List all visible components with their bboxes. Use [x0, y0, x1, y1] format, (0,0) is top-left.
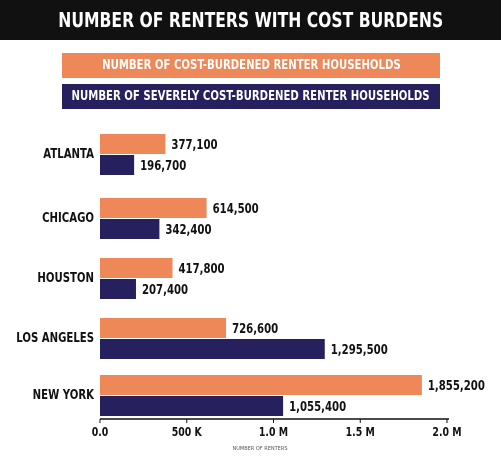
category-label: LOS ANGELES — [16, 330, 94, 346]
data-label: 614,500 — [213, 201, 259, 217]
bar-severely-cost-burdened — [100, 279, 136, 299]
data-label: 726,600 — [232, 321, 278, 337]
data-label: 377,100 — [171, 137, 217, 153]
data-label: 1,855,200 — [428, 378, 485, 394]
data-label: 207,400 — [142, 282, 188, 298]
data-label: 342,400 — [165, 222, 211, 238]
legend-cost-burdened: NUMBER OF COST-BURDENED RENTER HOUSEHOLD… — [62, 53, 440, 78]
data-label: 417,800 — [178, 261, 224, 277]
bar-cost-burdened — [100, 258, 173, 278]
chart-title: NUMBER OF RENTERS WITH COST BURDENS — [58, 8, 443, 32]
data-label: 196,700 — [140, 158, 186, 174]
legend-severely-cost-burdened: NUMBER OF SEVERELY COST-BURDENED RENTER … — [62, 84, 440, 109]
bar-severely-cost-burdened — [100, 219, 160, 239]
category-label: ATLANTA — [43, 146, 94, 162]
bar-chart: ATLANTA 377,100 196,700 CHICAGO 614,500342,4… — [16, 134, 485, 452]
data-label: 1,055,400 — [289, 399, 346, 415]
bar-severely-cost-burdened — [100, 396, 284, 416]
chart-title-bar: NUMBER OF RENTERS WITH COST BURDENS — [0, 0, 501, 40]
category-label: HOUSTON — [37, 270, 94, 286]
bar-severely-cost-burdened — [100, 339, 325, 359]
legend-label-severely-cost-burdened: NUMBER OF SEVERELY COST-BURDENED RENTER … — [71, 89, 431, 104]
bar-cost-burdened — [100, 198, 207, 218]
x-tick-label: 0.0 — [92, 425, 109, 439]
bar-cost-burdened — [100, 375, 422, 395]
category-label: CHICAGO — [42, 210, 94, 226]
x-tick-label: 2.0 M — [432, 425, 461, 439]
category-label: NEW YORK — [33, 387, 95, 403]
x-tick-label: 1.0 M — [259, 425, 288, 439]
bar-cost-burdened — [100, 318, 227, 338]
x-tick-label: 1.5 M — [346, 425, 375, 439]
x-tick-label: 500 K — [172, 425, 203, 439]
x-axis-title: NUMBER OF RENTERS — [232, 446, 287, 452]
bar-cost-burdened — [100, 134, 166, 154]
bar-severely-cost-burdened — [100, 155, 135, 175]
legend-label-cost-burdened: NUMBER OF COST-BURDENED RENTER HOUSEHOLD… — [101, 58, 401, 73]
data-label: 1,295,500 — [331, 342, 388, 358]
